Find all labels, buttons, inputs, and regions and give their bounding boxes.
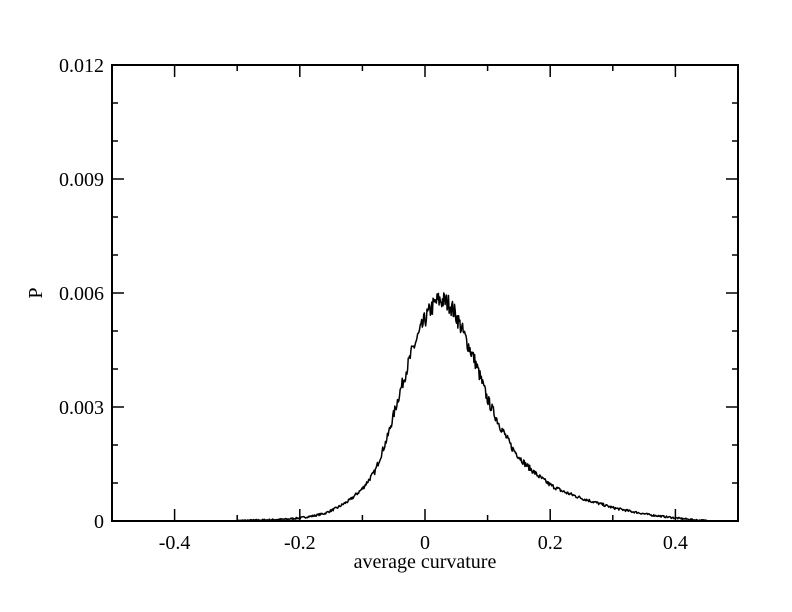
y-tick-label: 0.009 — [59, 169, 104, 191]
y-axis-title: P — [25, 287, 47, 298]
x-tick-label: 0.4 — [663, 532, 688, 554]
axis-tick-labels: -0.4 -0.2 0 0.2 0.4 0 0.003 0.006 0.009 0.012 — [59, 55, 688, 554]
x-tick-label: -0.4 — [159, 532, 191, 554]
plot-frame — [111, 64, 739, 522]
y-tick-label: 0.003 — [59, 397, 104, 419]
x-tick-label: 0 — [420, 532, 430, 554]
axis-ticks — [111, 64, 739, 522]
x-tick-label: -0.2 — [284, 532, 316, 554]
x-tick-label: 0.2 — [538, 532, 563, 554]
y-tick-label: 0 — [94, 511, 104, 533]
x-axis-title: average curvature — [354, 551, 497, 573]
y-tick-label: 0.006 — [59, 283, 104, 305]
series-line — [236, 292, 708, 522]
y-tick-label: 0.012 — [59, 55, 104, 77]
